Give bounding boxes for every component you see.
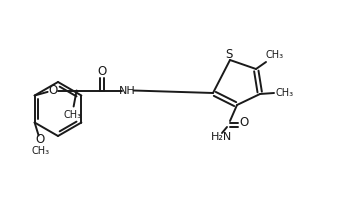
Text: CH₃: CH₃ [64, 110, 82, 120]
Text: S: S [225, 49, 233, 61]
Text: NH: NH [119, 85, 136, 95]
Text: O: O [35, 133, 44, 146]
Text: O: O [97, 65, 106, 78]
Text: H₂N: H₂N [210, 132, 232, 142]
Text: O: O [239, 116, 249, 128]
Text: O: O [48, 84, 57, 97]
Text: CH₃: CH₃ [266, 50, 284, 60]
Text: CH₃: CH₃ [32, 146, 50, 156]
Text: CH₃: CH₃ [276, 88, 294, 98]
